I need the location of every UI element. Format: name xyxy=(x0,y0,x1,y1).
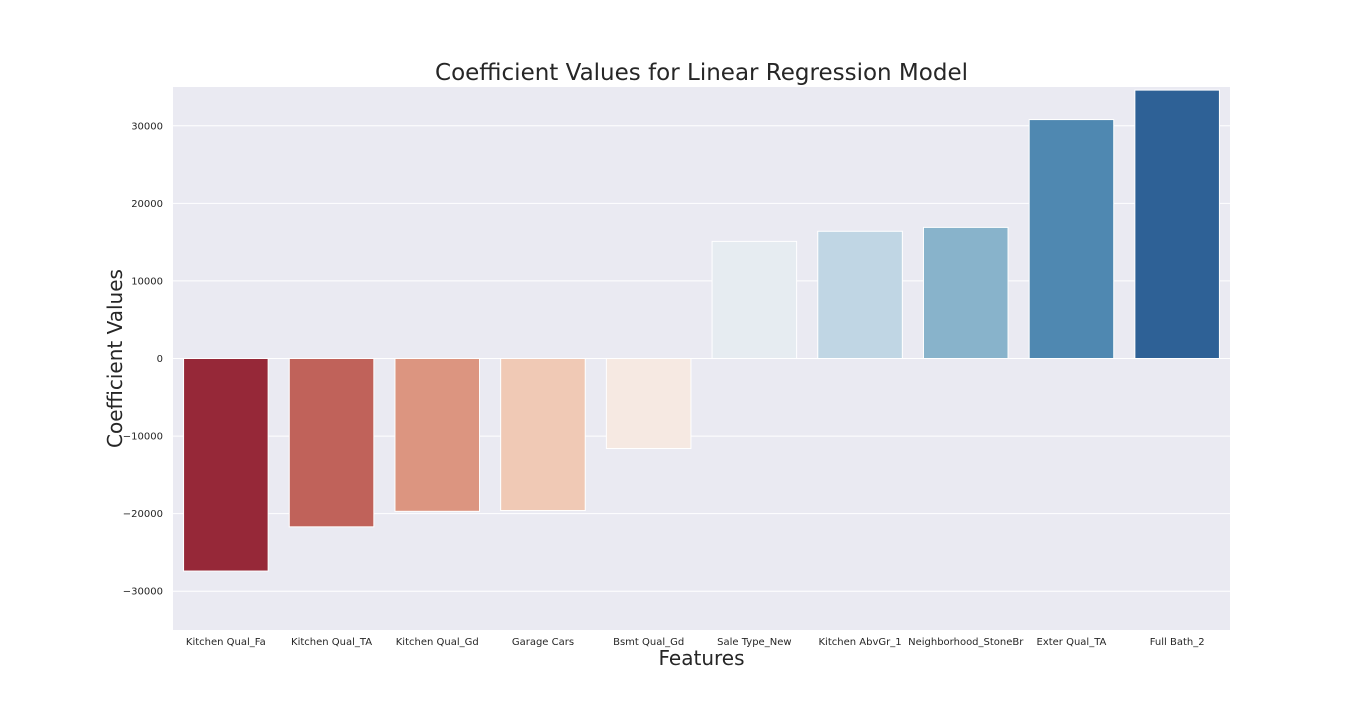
y-tick-label: −10000 xyxy=(123,432,163,443)
bar xyxy=(1134,89,1220,360)
chart-title: Coefficient Values for Linear Regression… xyxy=(435,60,968,86)
x-tick-labels: Kitchen Qual_Fa Kitchen Qual_TA Kitchen Qu… xyxy=(186,637,1205,648)
y-tick-label: −30000 xyxy=(123,587,163,598)
y-tick-label: 0 xyxy=(157,354,163,365)
y-tick-label: 20000 xyxy=(131,199,163,210)
x-axis-label: Features xyxy=(659,646,745,670)
x-tick-label: Garage Cars xyxy=(512,637,574,648)
bar xyxy=(922,226,1009,359)
bar xyxy=(605,358,692,449)
x-tick-label: Sale Type_New xyxy=(717,637,791,648)
x-tick-label: Kitchen Qual_Fa xyxy=(186,637,266,648)
x-tick-label: Kitchen Qual_TA xyxy=(291,637,372,648)
x-tick-label: Kitchen Qual_Gd xyxy=(396,637,479,648)
y-axis-label: Coefficient Values xyxy=(103,269,127,448)
x-tick-label: Kitchen AbvGr_1 xyxy=(819,637,902,648)
x-tick-label: Neighborhood_StoneBr xyxy=(908,637,1024,648)
bar xyxy=(1028,119,1115,359)
bar xyxy=(817,230,903,359)
bar xyxy=(711,240,798,359)
y-tick-label: −20000 xyxy=(123,509,163,520)
x-tick-label: Bsmt Qual_Gd xyxy=(613,637,684,648)
x-tick-label: Exter Qual_TA xyxy=(1037,637,1107,648)
x-tick-label: Full Bath_2 xyxy=(1150,637,1205,648)
bar xyxy=(288,358,375,528)
bar xyxy=(183,358,269,572)
bars xyxy=(183,89,1220,572)
y-tick-labels: −30000 −20000 −10000 0 10000 20000 30000 xyxy=(123,121,163,597)
y-tick-label: 10000 xyxy=(131,276,163,287)
y-tick-label: 30000 xyxy=(131,121,163,132)
bar xyxy=(394,358,481,512)
bar xyxy=(500,358,586,512)
